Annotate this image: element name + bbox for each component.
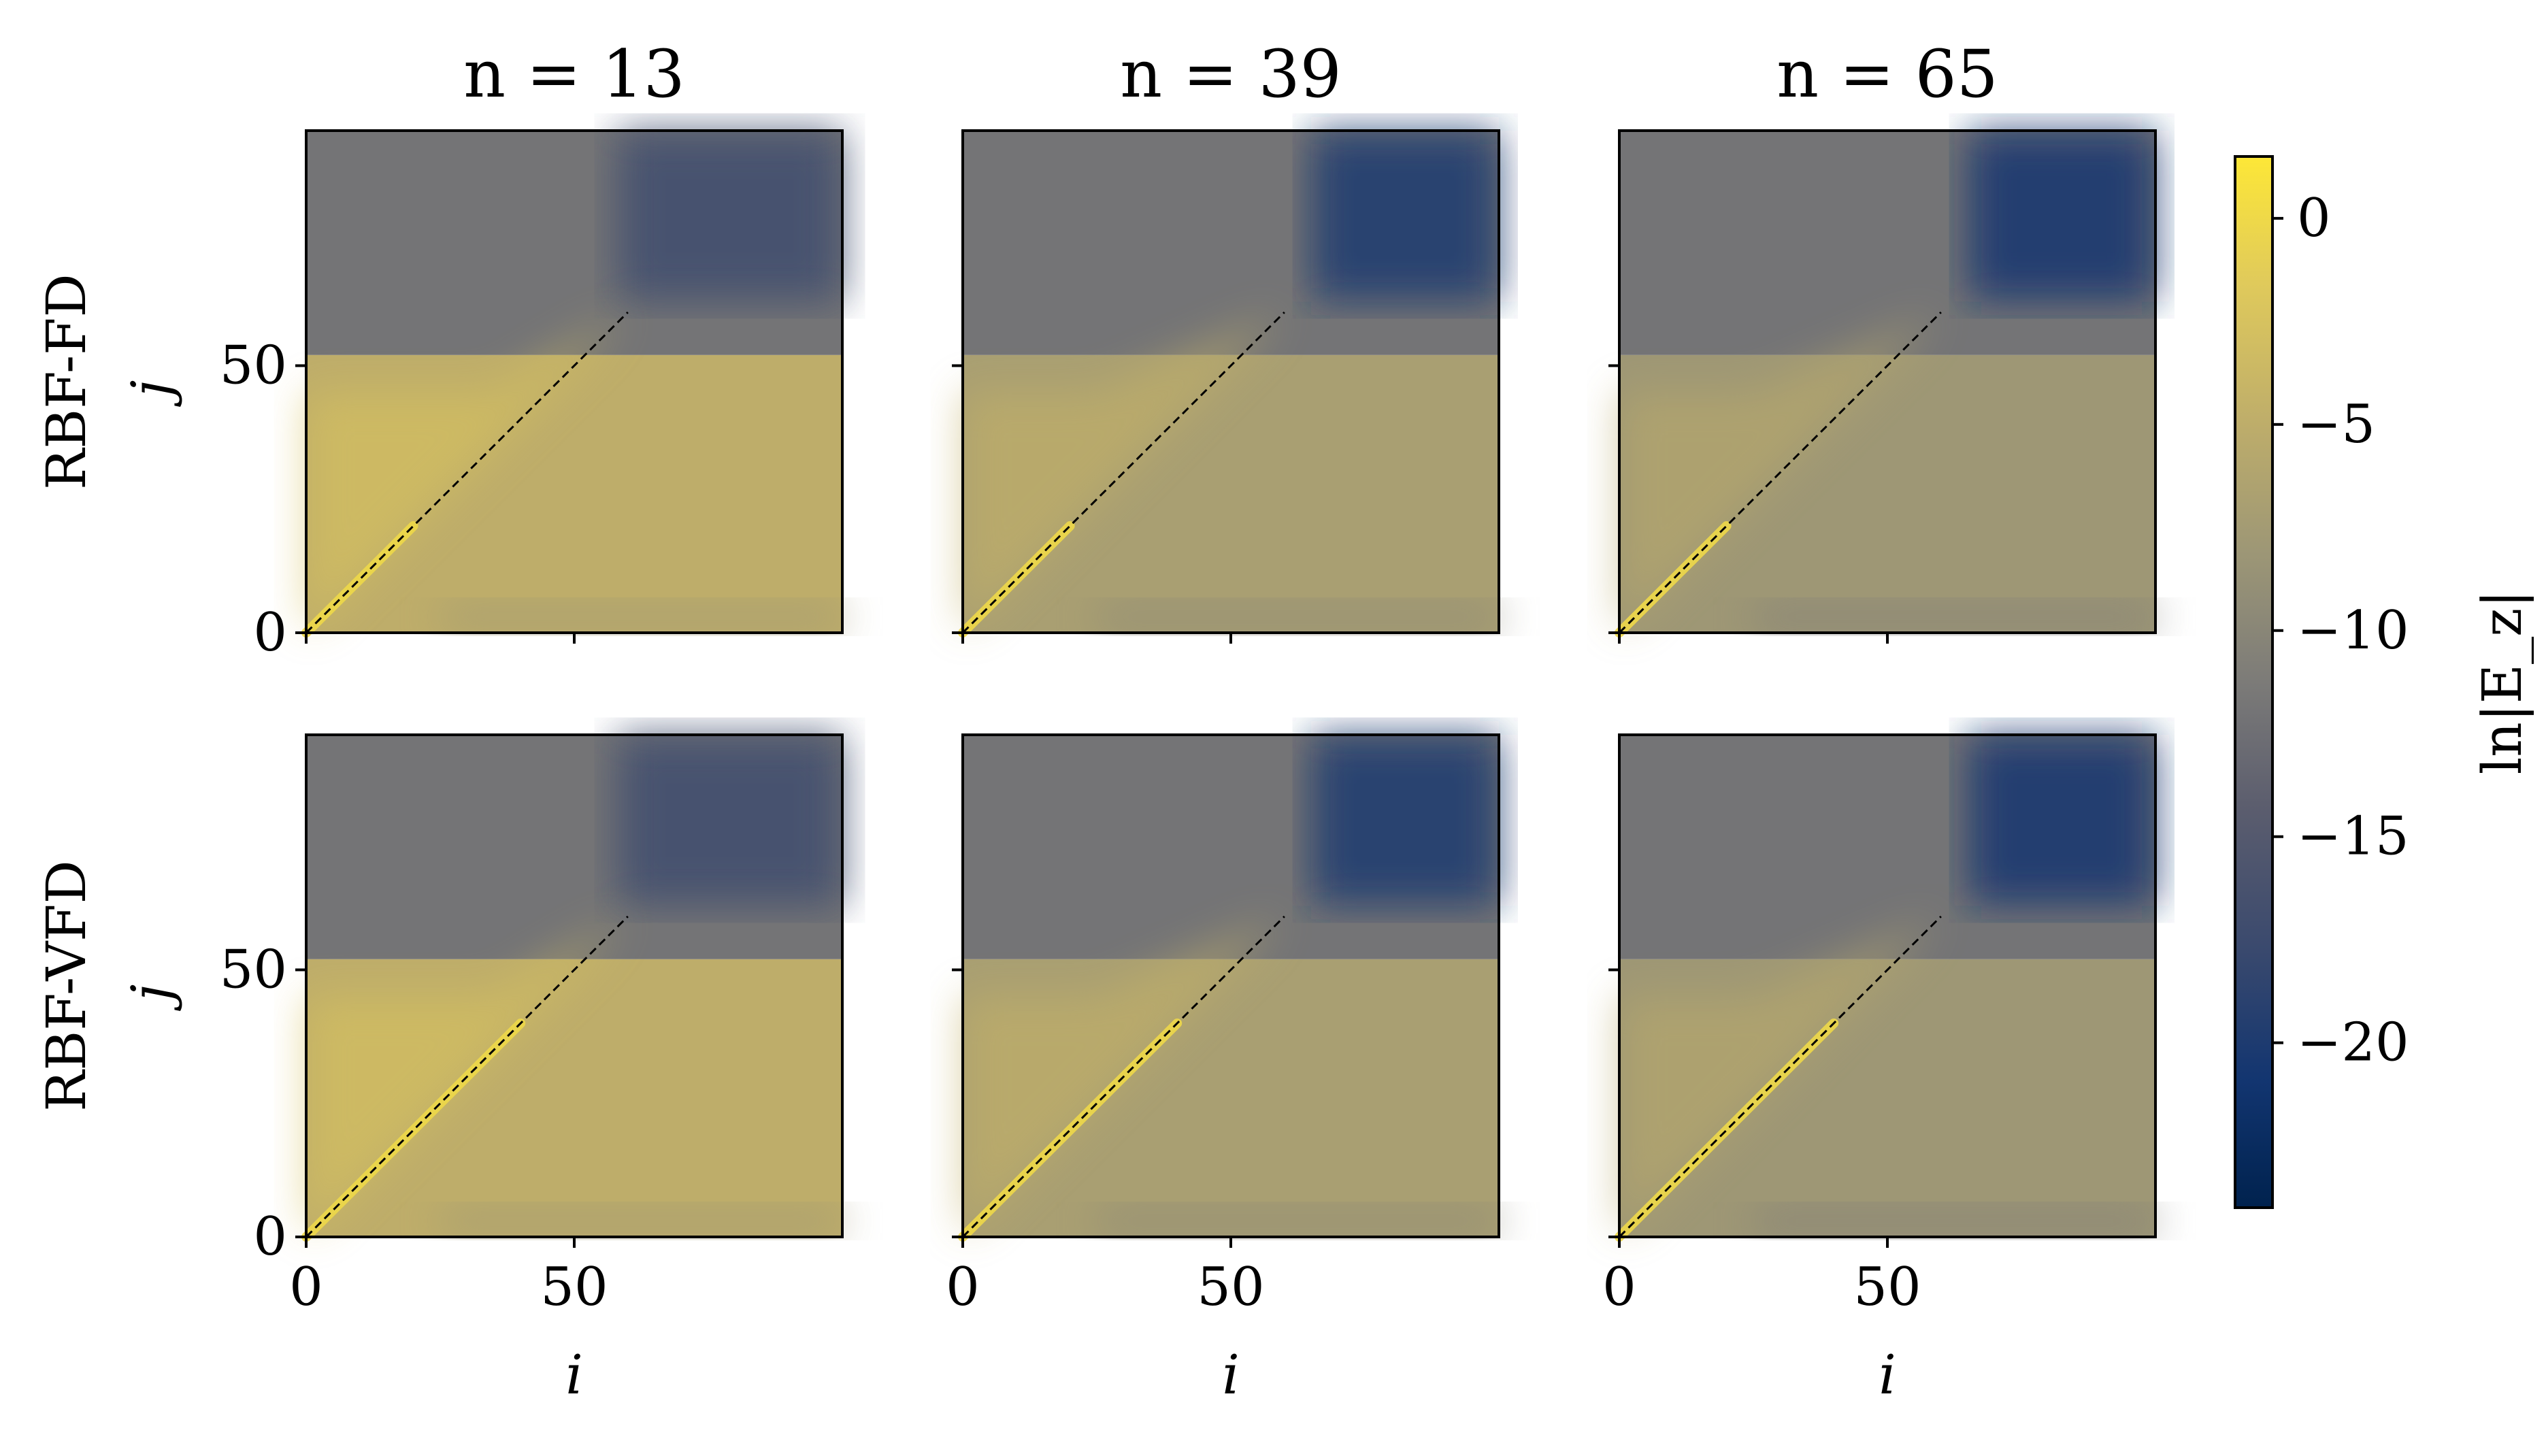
- panel-rbf-vfd-n13: 0 50 0 50 i j RBF-VFD: [35, 733, 844, 1406]
- colorbar: 0 −5 −10 −15 −20 ln|E_z|: [2234, 155, 2534, 1209]
- diagonal-peak-band: [1615, 520, 1732, 638]
- colorbar-tick-label: −15: [2297, 806, 2409, 867]
- diagonal-reference-line: [305, 311, 629, 634]
- column-title: n = 65: [1776, 36, 1998, 112]
- diagonal-reference-line: [961, 311, 1285, 634]
- x-tick-label: 50: [1197, 1257, 1264, 1318]
- row-label: RBF-VFD: [35, 860, 98, 1112]
- heatmap-bottom-strip: [1097, 600, 1499, 633]
- panel-rbf-vfd-n65: 0 50 i: [1602, 733, 2157, 1406]
- heatmap-bottom-strip: [440, 1204, 842, 1237]
- heatmap-upper-right-region: [1968, 131, 2155, 302]
- column-title: n = 13: [463, 36, 684, 112]
- x-tick-label: 50: [1853, 1257, 1921, 1318]
- heatmap-upper-right-region: [1311, 131, 1499, 302]
- x-tick-label: 50: [540, 1257, 608, 1318]
- heatmap-upper-right-region: [617, 131, 842, 302]
- y-tick-label: 0: [253, 602, 287, 663]
- colorbar-tick-label: −10: [2297, 600, 2409, 661]
- colorbar-tick-label: −5: [2297, 394, 2375, 455]
- panel-rbf-fd-n65: n = 65: [1608, 36, 2157, 644]
- diagonal-peak-band: [958, 520, 1075, 638]
- panel-rbf-vfd-n39: 0 50 i: [946, 733, 1500, 1406]
- heatmap-bottom-strip: [1753, 1204, 2155, 1237]
- x-tick-label: 0: [946, 1257, 980, 1318]
- heatmap-upper-right-region: [1968, 735, 2155, 906]
- heatmap-bottom-strip: [1753, 600, 2155, 633]
- diagonal-reference-line: [961, 915, 1285, 1238]
- y-tick-label: 50: [220, 335, 287, 396]
- diagonal-reference-line: [1618, 915, 1942, 1238]
- row-label: RBF-FD: [35, 274, 98, 490]
- y-tick-label: 0: [253, 1206, 287, 1268]
- y-axis-label: j: [120, 380, 183, 408]
- x-axis-label: i: [1222, 1343, 1240, 1406]
- heatmap-panels: 0 50 n = 13 j RBF-FD n = 39 n = 65 0 50 0 50 i j RBF-…: [35, 36, 2157, 1406]
- y-tick-label: 50: [220, 939, 287, 1000]
- x-tick-label: 0: [289, 1257, 323, 1318]
- colorbar-tick-label: 0: [2297, 188, 2331, 249]
- colorbar-label: ln|E_z|: [2470, 590, 2534, 775]
- y-axis-label: j: [120, 985, 183, 1012]
- diagonal-reference-line: [305, 915, 629, 1238]
- heatmap-bottom-strip: [1097, 1204, 1499, 1237]
- heatmap-upper-right-region: [1311, 735, 1499, 906]
- heatmap-upper-right-region: [617, 735, 842, 906]
- x-axis-label: i: [1879, 1343, 1896, 1406]
- colorbar-gradient: [2234, 155, 2274, 1209]
- column-title: n = 39: [1120, 36, 1341, 112]
- colorbar-tick-label: −20: [2297, 1012, 2409, 1074]
- diagonal-peak-band: [301, 520, 418, 638]
- x-tick-label: 0: [1602, 1257, 1636, 1318]
- heatmap-bottom-strip: [440, 600, 842, 633]
- diagonal-reference-line: [1618, 311, 1942, 634]
- x-axis-label: i: [565, 1343, 583, 1406]
- panel-rbf-fd-n13: 0 50 n = 13 j RBF-FD: [35, 36, 844, 663]
- panel-rbf-fd-n39: n = 39: [952, 36, 1500, 644]
